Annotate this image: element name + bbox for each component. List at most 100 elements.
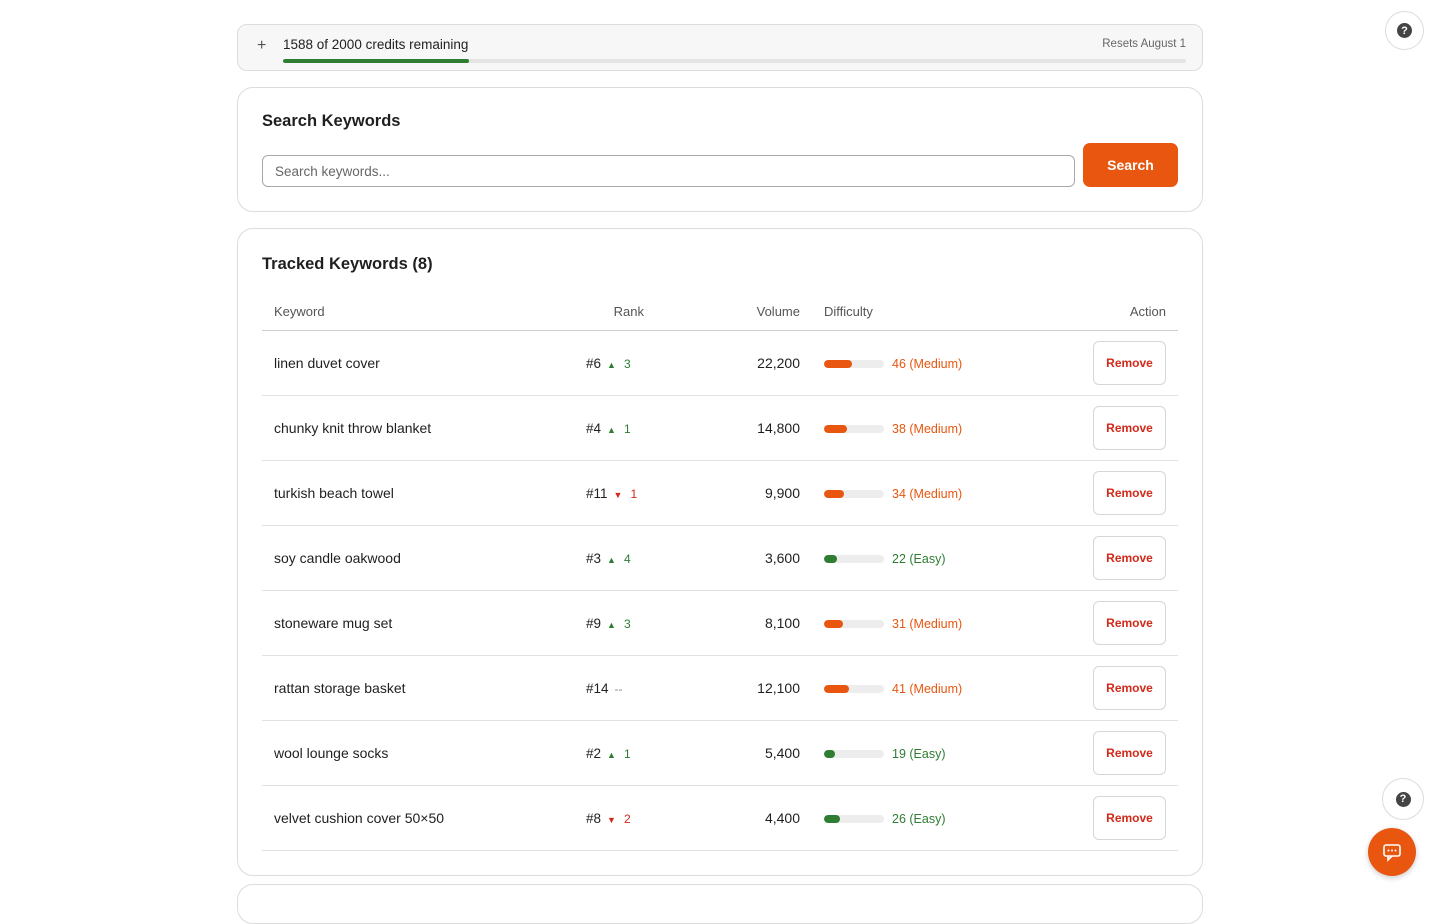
keyword-cell: stoneware mug set xyxy=(262,590,562,656)
difficulty-bar-fill xyxy=(824,684,849,693)
table-row: rattan storage basket #14 -- 12,100 41 (Medi… xyxy=(262,655,1178,721)
remove-button[interactable]: Remove xyxy=(1093,405,1166,450)
remove-button[interactable]: Remove xyxy=(1093,600,1166,645)
remove-button[interactable]: Remove xyxy=(1093,730,1166,775)
volume-cell: 8,100 xyxy=(672,590,812,656)
volume-cell: 22,200 xyxy=(672,330,812,396)
rank-value: #6 xyxy=(586,355,602,371)
keyword-cell: velvet cushion cover 50×50 xyxy=(262,785,562,851)
help-button-bottom[interactable]: ? xyxy=(1382,778,1424,820)
volume-cell: 14,800 xyxy=(672,395,812,461)
arrow-down-icon: ▼ xyxy=(613,489,623,500)
rank-value: #9 xyxy=(586,615,602,631)
difficulty-bar-fill xyxy=(824,814,840,823)
difficulty-bar-fill xyxy=(824,489,845,498)
col-action: Action xyxy=(1062,294,1178,331)
rank-cell: #9 ▲ 3 xyxy=(562,590,672,656)
search-title: Search Keywords xyxy=(262,112,401,130)
rank-change-value: 4 xyxy=(623,551,631,566)
difficulty-label: 26 (Easy) xyxy=(892,811,946,826)
col-keyword: Keyword xyxy=(262,294,562,331)
rank-change: -- xyxy=(615,682,623,696)
difficulty-bar-fill xyxy=(824,749,836,758)
rank-cell: #4 ▲ 1 xyxy=(562,395,672,461)
volume-cell: 4,400 xyxy=(672,785,812,851)
difficulty-label: 38 (Medium) xyxy=(892,421,963,436)
keyword-cell: soy candle oakwood xyxy=(262,525,562,591)
rank-cell: #3 ▲ 4 xyxy=(562,525,672,591)
difficulty-label: 41 (Medium) xyxy=(892,681,963,696)
rank-value: #14 xyxy=(586,680,609,696)
rank-value: #11 xyxy=(586,485,608,501)
help-button-top[interactable]: ? xyxy=(1385,11,1424,50)
rank-change: ▲ 1 xyxy=(607,747,631,761)
difficulty-cell: 22 (Easy) xyxy=(812,525,1062,591)
rank-change-value: 3 xyxy=(623,356,631,371)
volume-cell: 12,100 xyxy=(672,655,812,721)
plus-icon[interactable]: + xyxy=(257,37,267,54)
col-volume: Volume xyxy=(672,294,812,331)
rank-cell: #2 ▲ 1 xyxy=(562,720,672,786)
difficulty-cell: 41 (Medium) xyxy=(812,655,1062,721)
tracked-title: Tracked Keywords (8) xyxy=(262,255,433,273)
difficulty-label: 34 (Medium) xyxy=(892,486,963,501)
col-rank: Rank xyxy=(562,294,672,331)
difficulty-bar xyxy=(824,489,884,498)
rank-change: ▼ 2 xyxy=(607,812,631,826)
table-row: soy candle oakwood #3 ▲ 4 3,600 22 (Easy) Remo… xyxy=(262,525,1178,591)
keyword-cell: chunky knit throw blanket xyxy=(262,395,562,461)
volume-cell: 3,600 xyxy=(672,525,812,591)
difficulty-cell: 26 (Easy) xyxy=(812,785,1062,851)
difficulty-label: 31 (Medium) xyxy=(892,616,963,631)
action-cell: Remove xyxy=(1062,525,1178,591)
rank-change-value: 1 xyxy=(623,746,631,761)
table-row: velvet cushion cover 50×50 #8 ▼ 2 4,400 26 (E… xyxy=(262,785,1178,851)
table-row: turkish beach towel #11 ▼ 1 9,900 34 (Medium)… xyxy=(262,460,1178,526)
difficulty-bar xyxy=(824,619,884,628)
difficulty-bar xyxy=(824,814,884,823)
arrow-up-icon: ▲ xyxy=(607,619,616,630)
arrow-up-icon: ▲ xyxy=(607,359,616,370)
difficulty-label: 19 (Easy) xyxy=(892,746,946,761)
difficulty-bar-fill xyxy=(824,554,838,563)
search-button[interactable]: Search xyxy=(1083,143,1178,187)
difficulty-bar xyxy=(824,684,884,693)
remove-button[interactable]: Remove xyxy=(1093,470,1166,515)
remove-button[interactable]: Remove xyxy=(1093,665,1166,710)
credits-banner: + 1588 of 2000 credits remaining Resets … xyxy=(237,24,1203,71)
difficulty-cell: 46 (Medium) xyxy=(812,330,1062,396)
table-row: linen duvet cover #6 ▲ 3 22,200 46 (Medium) Re… xyxy=(262,330,1178,396)
rank-change-value: -- xyxy=(614,681,623,696)
action-cell: Remove xyxy=(1062,655,1178,721)
keyword-cell: wool lounge socks xyxy=(262,720,562,786)
arrow-up-icon: ▲ xyxy=(607,749,616,760)
remove-button[interactable]: Remove xyxy=(1093,535,1166,580)
search-input[interactable] xyxy=(262,155,1075,187)
credits-progress-track xyxy=(283,59,1186,63)
difficulty-cell: 34 (Medium) xyxy=(812,460,1062,526)
arrow-up-icon: ▲ xyxy=(607,554,616,565)
remove-button[interactable]: Remove xyxy=(1093,340,1166,385)
rank-value: #3 xyxy=(586,550,602,566)
difficulty-cell: 31 (Medium) xyxy=(812,590,1062,656)
keyword-cell: linen duvet cover xyxy=(262,330,562,396)
rank-value: #8 xyxy=(586,810,602,826)
table-row: chunky knit throw blanket #4 ▲ 1 14,800 38 (M… xyxy=(262,395,1178,461)
remove-button[interactable]: Remove xyxy=(1093,795,1166,840)
difficulty-bar-fill xyxy=(824,359,852,368)
rank-change-value: 1 xyxy=(630,486,638,501)
credits-text: 1588 of 2000 credits remaining xyxy=(283,37,469,52)
arrow-down-icon: ▼ xyxy=(607,814,616,825)
search-row: Search xyxy=(262,143,1178,187)
difficulty-label: 46 (Medium) xyxy=(892,356,963,371)
rank-change: ▲ 4 xyxy=(607,552,631,566)
rank-value: #2 xyxy=(586,745,602,761)
rank-change-value: 2 xyxy=(623,811,631,826)
chat-button[interactable] xyxy=(1368,828,1416,876)
volume-cell: 9,900 xyxy=(672,460,812,526)
rank-cell: #11 ▼ 1 xyxy=(562,460,672,526)
rank-change: ▲ 3 xyxy=(607,357,631,371)
table-header-row: Keyword Rank Volume Difficulty Action xyxy=(262,294,1178,331)
credits-progress-fill xyxy=(283,59,470,63)
action-cell: Remove xyxy=(1062,590,1178,656)
